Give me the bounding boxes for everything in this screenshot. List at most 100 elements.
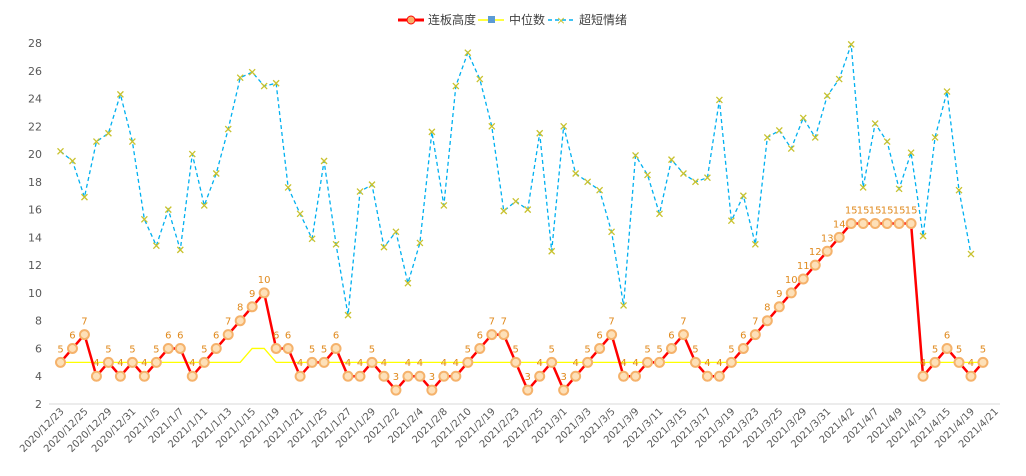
- height-data-label: 15: [893, 206, 906, 217]
- sentiment-point: [128, 138, 136, 146]
- height-point: [306, 356, 318, 368]
- height-point: [857, 218, 869, 229]
- legend-item-median: 中位数: [478, 12, 545, 27]
- height-point: [510, 356, 522, 368]
- height-point: [462, 356, 474, 368]
- height-data-label: 12: [809, 247, 822, 258]
- sentiment-point: [799, 114, 807, 122]
- height-point: [809, 259, 821, 271]
- sentiment-point: [775, 127, 783, 134]
- sentiment-point: [967, 250, 975, 258]
- height-data-label: 5: [465, 344, 471, 355]
- height-point: [522, 384, 534, 396]
- height-point: [282, 342, 294, 354]
- sentiment-point: [763, 133, 771, 141]
- height-data-label: 7: [608, 317, 614, 328]
- height-data-label: 3: [429, 372, 435, 383]
- sentiment-point: [596, 186, 604, 194]
- sentiment-point: [452, 82, 460, 90]
- height-data-label: 6: [333, 330, 339, 341]
- series-height-line: [59, 222, 984, 393]
- sentiment-point: [608, 228, 616, 236]
- height-data-label: 6: [165, 330, 171, 341]
- height-point: [498, 329, 510, 341]
- y-tick-label: 24: [28, 93, 42, 106]
- sentiment-point: [404, 279, 412, 287]
- height-data-label: 15: [845, 206, 858, 217]
- height-point: [785, 287, 797, 299]
- height-data-label: 5: [321, 344, 327, 355]
- height-point: [821, 245, 833, 257]
- sentiment-point: [955, 186, 963, 194]
- sentiment-point: [656, 210, 663, 218]
- sentiment-point: [92, 138, 100, 146]
- height-point: [426, 384, 438, 396]
- height-data-label: 6: [668, 330, 674, 341]
- height-data-label: 4: [297, 358, 303, 369]
- height-data-label: 5: [932, 344, 938, 355]
- y-tick-label: 12: [28, 259, 42, 272]
- height-data-label: 4: [572, 358, 578, 369]
- height-point: [198, 356, 210, 368]
- height-point: [450, 370, 462, 382]
- height-data-label: 15: [869, 206, 882, 217]
- height-point: [797, 273, 809, 285]
- legend-label-sentiment: 超短情绪: [579, 12, 627, 27]
- height-data-label: 7: [489, 317, 495, 328]
- sentiment-point: [308, 235, 316, 243]
- height-point: [390, 384, 402, 396]
- sentiment-point: [248, 68, 256, 76]
- sentiment-point: [380, 243, 388, 251]
- sentiment-point: [548, 247, 556, 255]
- sentiment-point: [284, 183, 292, 191]
- height-data-label: 14: [833, 219, 846, 230]
- series-layer: [55, 40, 989, 396]
- height-point: [318, 356, 330, 368]
- sentiment-point: [751, 240, 759, 248]
- y-tick-label: 28: [28, 37, 42, 50]
- height-data-label: 13: [821, 233, 834, 244]
- legend-item-height: 连板高度: [398, 12, 476, 27]
- y-tick-label: 14: [28, 231, 42, 244]
- height-data-label: 5: [309, 344, 315, 355]
- height-data-label: 4: [620, 358, 626, 369]
- height-data-label: 9: [776, 289, 782, 300]
- height-data-label: 6: [477, 330, 483, 341]
- height-data-label: 4: [117, 358, 123, 369]
- height-point: [330, 342, 342, 354]
- sentiment-point: [224, 125, 232, 133]
- sentiment-point: [584, 178, 592, 186]
- sentiment-point: [332, 240, 340, 248]
- height-data-label: 9: [249, 289, 255, 300]
- height-point: [642, 356, 654, 368]
- height-point: [594, 342, 606, 354]
- legend: 连板高度 中位数 × 超短情绪: [398, 12, 627, 27]
- height-point: [749, 329, 761, 341]
- height-point: [546, 356, 558, 368]
- height-data-label: 4: [632, 358, 638, 369]
- y-tick-label: 16: [28, 204, 42, 217]
- sentiment-point: [104, 129, 112, 137]
- height-point: [893, 218, 905, 229]
- height-point: [366, 356, 378, 368]
- sentiment-point: [116, 90, 124, 98]
- sentiment-point: [176, 246, 184, 254]
- axes: 2468101214161820222426282020/12/232020/1…: [18, 37, 1001, 455]
- sentiment-point: [811, 133, 819, 141]
- height-point: [138, 370, 150, 382]
- height-data-label: 4: [537, 358, 543, 369]
- svg-text:×: ×: [556, 14, 565, 27]
- height-data-label: 5: [728, 344, 734, 355]
- height-data-label: 4: [920, 358, 926, 369]
- height-data-label: 15: [881, 206, 894, 217]
- height-data-label: 6: [213, 330, 219, 341]
- height-point: [55, 356, 66, 368]
- height-data-label: 4: [453, 358, 459, 369]
- sentiment-point: [500, 207, 508, 215]
- height-data-label: 6: [285, 330, 291, 341]
- y-tick-label: 6: [35, 342, 42, 355]
- sentiment-point: [416, 239, 424, 247]
- height-point: [414, 370, 426, 382]
- height-data-label: 5: [129, 344, 135, 355]
- sentiment-point: [476, 75, 484, 83]
